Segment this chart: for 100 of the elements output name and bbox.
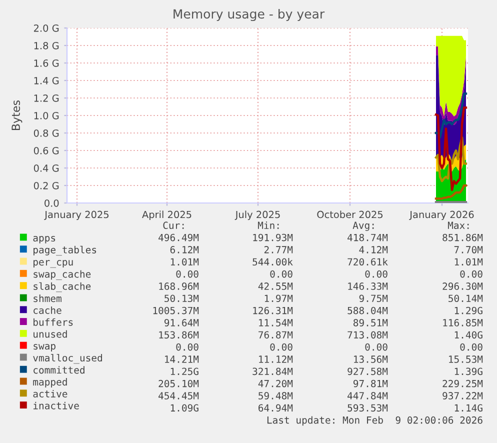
legend-label: active xyxy=(33,390,68,398)
text: 1.39G xyxy=(454,368,482,376)
text: 91.64M xyxy=(164,319,199,326)
y-axis-title: Bytes xyxy=(12,100,22,130)
legend-label: buffers xyxy=(34,318,73,326)
text: 76.87M xyxy=(258,331,293,339)
text: 13.56M xyxy=(354,356,388,363)
y-tick-label: 0.6 G xyxy=(34,146,59,154)
text: 1.97M xyxy=(264,294,293,302)
text: 50.13M xyxy=(164,294,199,302)
text: 50.14M xyxy=(448,294,483,302)
text: 116.85M xyxy=(443,319,483,326)
legend-label: swap xyxy=(34,344,56,352)
legend-label: shmem xyxy=(34,294,62,302)
chart-title: Memory usage - by year xyxy=(174,8,325,22)
line-series xyxy=(434,184,468,200)
text: 1.29G xyxy=(454,306,482,314)
legend-label: vmalloc_used xyxy=(33,354,102,364)
x-tick-label: April 2025 xyxy=(142,210,192,220)
text: 447.84M xyxy=(348,392,388,400)
text: 6.12M xyxy=(170,246,199,254)
text: 1.25G xyxy=(170,368,198,376)
text: 0.00 xyxy=(365,270,388,278)
legend-label: apps xyxy=(33,236,56,244)
x-tick-label: January 2026 xyxy=(409,210,474,220)
text: 588.04M xyxy=(348,306,388,314)
y-tick-label: 1.8 G xyxy=(34,42,59,50)
legend-label: unused xyxy=(34,330,67,338)
text: 229.25M xyxy=(442,380,483,388)
text: 1.40G xyxy=(454,331,482,339)
text: 191.93M xyxy=(253,234,293,242)
text: 205.10M xyxy=(158,380,199,388)
text: 7.70M xyxy=(454,246,483,254)
text: 1.01M xyxy=(454,258,483,266)
y-tick-label: 0.4 G xyxy=(34,164,59,172)
text: 0.00 xyxy=(270,343,292,351)
text: 1.09G xyxy=(170,404,198,412)
text: 11.12M xyxy=(259,356,293,363)
y-tick-label: 1.2 G xyxy=(34,94,59,102)
legend-label: slab_cache xyxy=(34,282,91,292)
text: 720.61k xyxy=(348,258,388,266)
text: 1005.37M xyxy=(153,306,199,314)
text: 1.01M xyxy=(170,258,199,266)
text: 0.00 xyxy=(460,343,482,351)
text: Last update: Mon Feb 9 02:00:06 2026 xyxy=(267,416,482,426)
text: 97.81M xyxy=(353,380,388,388)
text: 0.00 xyxy=(460,270,482,278)
text: Cur: xyxy=(163,222,184,230)
text: 14.21M xyxy=(165,356,199,363)
text: 9.75M xyxy=(359,294,388,302)
text: 937.22M xyxy=(442,392,483,400)
y-tick-label: 0.8 G xyxy=(34,129,59,137)
text: 168.96M xyxy=(159,282,199,290)
text: 544.00k xyxy=(252,258,293,266)
text: 64.94M xyxy=(258,404,293,412)
y-tick-label: 0.0 xyxy=(44,199,59,207)
line-series xyxy=(434,92,468,138)
text: 0.00 xyxy=(365,343,388,351)
y-tick-label: 0.2 G xyxy=(34,182,59,190)
text: 418.74M xyxy=(348,234,388,242)
text: 496.49M xyxy=(158,234,199,242)
text: 126.31M xyxy=(253,306,293,314)
text: 296.30M xyxy=(442,282,483,290)
text: 321.84M xyxy=(252,368,293,376)
x-tick-label: October 2025 xyxy=(317,210,383,218)
legend-label: per_cpu xyxy=(34,260,73,268)
text: 0.00 xyxy=(176,343,198,351)
text: 0.00 xyxy=(176,270,198,278)
text: 2.77M xyxy=(264,246,293,254)
x-tick-label: July 2025 xyxy=(234,210,280,220)
y-tick-label: 1.6 G xyxy=(34,59,59,67)
y-tick-label: 1.0 G xyxy=(34,112,59,120)
legend-label: inactive xyxy=(33,402,79,410)
text: 11.54M xyxy=(259,319,293,326)
text: 1.14G xyxy=(454,404,482,412)
text: 47.20M xyxy=(258,380,293,388)
text: Min: xyxy=(258,222,279,229)
text: 454.45M xyxy=(158,392,199,400)
y-tick-label: 2.0 G xyxy=(34,24,59,32)
legend-label: swap_cache xyxy=(34,270,91,280)
text: 89.51M xyxy=(354,319,388,326)
text: 0.00 xyxy=(270,270,292,278)
text: 927.58M xyxy=(348,368,388,376)
text: 15.53M xyxy=(449,356,483,363)
legend-label: cache xyxy=(34,306,62,314)
line-series xyxy=(434,136,468,182)
legend-label: committed xyxy=(34,366,84,374)
text: Max: xyxy=(448,222,469,230)
text: 713.08M xyxy=(348,331,388,339)
text: 153.86M xyxy=(159,331,199,339)
text: 851.86M xyxy=(442,234,483,242)
text: Avg: xyxy=(352,222,374,231)
text: 42.55M xyxy=(258,282,293,290)
text: 593.53M xyxy=(348,404,388,412)
line-series xyxy=(434,106,468,191)
text: 4.12M xyxy=(359,246,388,254)
legend-label: mapped xyxy=(33,378,67,388)
y-tick-label: 1.4 G xyxy=(34,76,59,84)
legend-label: page_tables xyxy=(34,246,96,256)
text: 146.33M xyxy=(348,282,388,290)
